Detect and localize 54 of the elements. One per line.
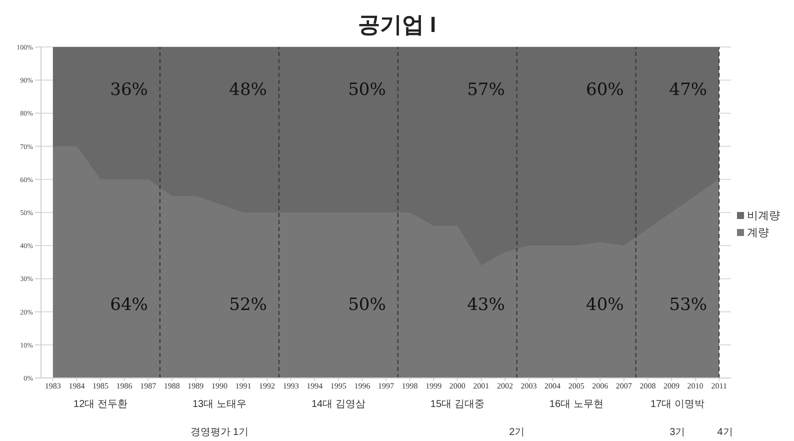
x-tick-label: 1984 xyxy=(68,382,85,391)
x-tick-label: 1992 xyxy=(259,382,276,391)
x-tick-label: 2002 xyxy=(496,382,513,391)
legend-label: 비계량 xyxy=(747,208,780,222)
annotation: 57% xyxy=(466,79,505,102)
text: 3기 xyxy=(670,427,686,438)
x-tick-label: 1995 xyxy=(330,382,346,391)
x-tick-label: 1997 xyxy=(378,382,394,391)
text: 4기 xyxy=(717,427,733,438)
annotation: 47% xyxy=(668,79,708,102)
text: 14대 김영삼 xyxy=(310,398,366,412)
x-tick-label: 2009 xyxy=(664,382,680,391)
annotation: 52% xyxy=(228,294,267,316)
x-tick-label: 2006 xyxy=(592,382,608,391)
x-tick-label: 1996 xyxy=(354,382,370,391)
annotation: 40% xyxy=(585,294,624,316)
x-tick-label: 2005 xyxy=(568,382,584,391)
x-tick-label: 1990 xyxy=(211,382,228,391)
x-tick-label: 2008 xyxy=(640,382,656,391)
chart-title: 공기업 I xyxy=(356,11,438,39)
annotation: 50% xyxy=(347,294,386,316)
x-tick-label: 1987 xyxy=(140,382,156,391)
legend-label: 계량 xyxy=(747,226,769,240)
text: 12대 전두환 xyxy=(72,398,128,412)
text: 16대 노무현 xyxy=(548,398,604,412)
text: 17대 이명박 xyxy=(650,398,706,412)
x-tick-label: 1998 xyxy=(402,382,418,391)
x-tick-label: 1993 xyxy=(282,382,299,391)
x-tick-label: 1986 xyxy=(116,382,132,391)
text: 경영평가 1기 xyxy=(189,426,250,440)
annotation: 60% xyxy=(585,79,624,102)
x-tick-label: 1994 xyxy=(306,382,323,391)
x-tick-label: 1983 xyxy=(44,382,61,391)
x-tick-label: 2004 xyxy=(544,382,561,391)
x-tick-label: 2007 xyxy=(616,382,632,391)
text: 2기 xyxy=(508,426,526,440)
x-tick-label: 2000 xyxy=(449,382,466,391)
annotation: 50% xyxy=(347,79,386,102)
x-tick-label: 2011 xyxy=(711,382,727,391)
annotation: 36% xyxy=(109,79,148,102)
x-tick-label: 1985 xyxy=(92,382,108,391)
x-tick-label: 1991 xyxy=(235,382,252,391)
x-tick-label: 1999 xyxy=(426,382,442,391)
x-tick-label: 2003 xyxy=(520,382,537,391)
annotation: 64% xyxy=(109,294,148,316)
x-tick-label: 2010 xyxy=(687,382,704,391)
text: 15대 김대중 xyxy=(429,398,486,412)
annotation: 48% xyxy=(228,79,267,102)
annotation: 53% xyxy=(668,294,708,316)
x-tick-label: 1989 xyxy=(188,382,204,391)
x-tick-label: 2001 xyxy=(473,382,490,391)
text: 13대 노태우 xyxy=(191,398,248,412)
annotation: 43% xyxy=(466,294,505,316)
x-tick-label: 1988 xyxy=(164,382,180,391)
